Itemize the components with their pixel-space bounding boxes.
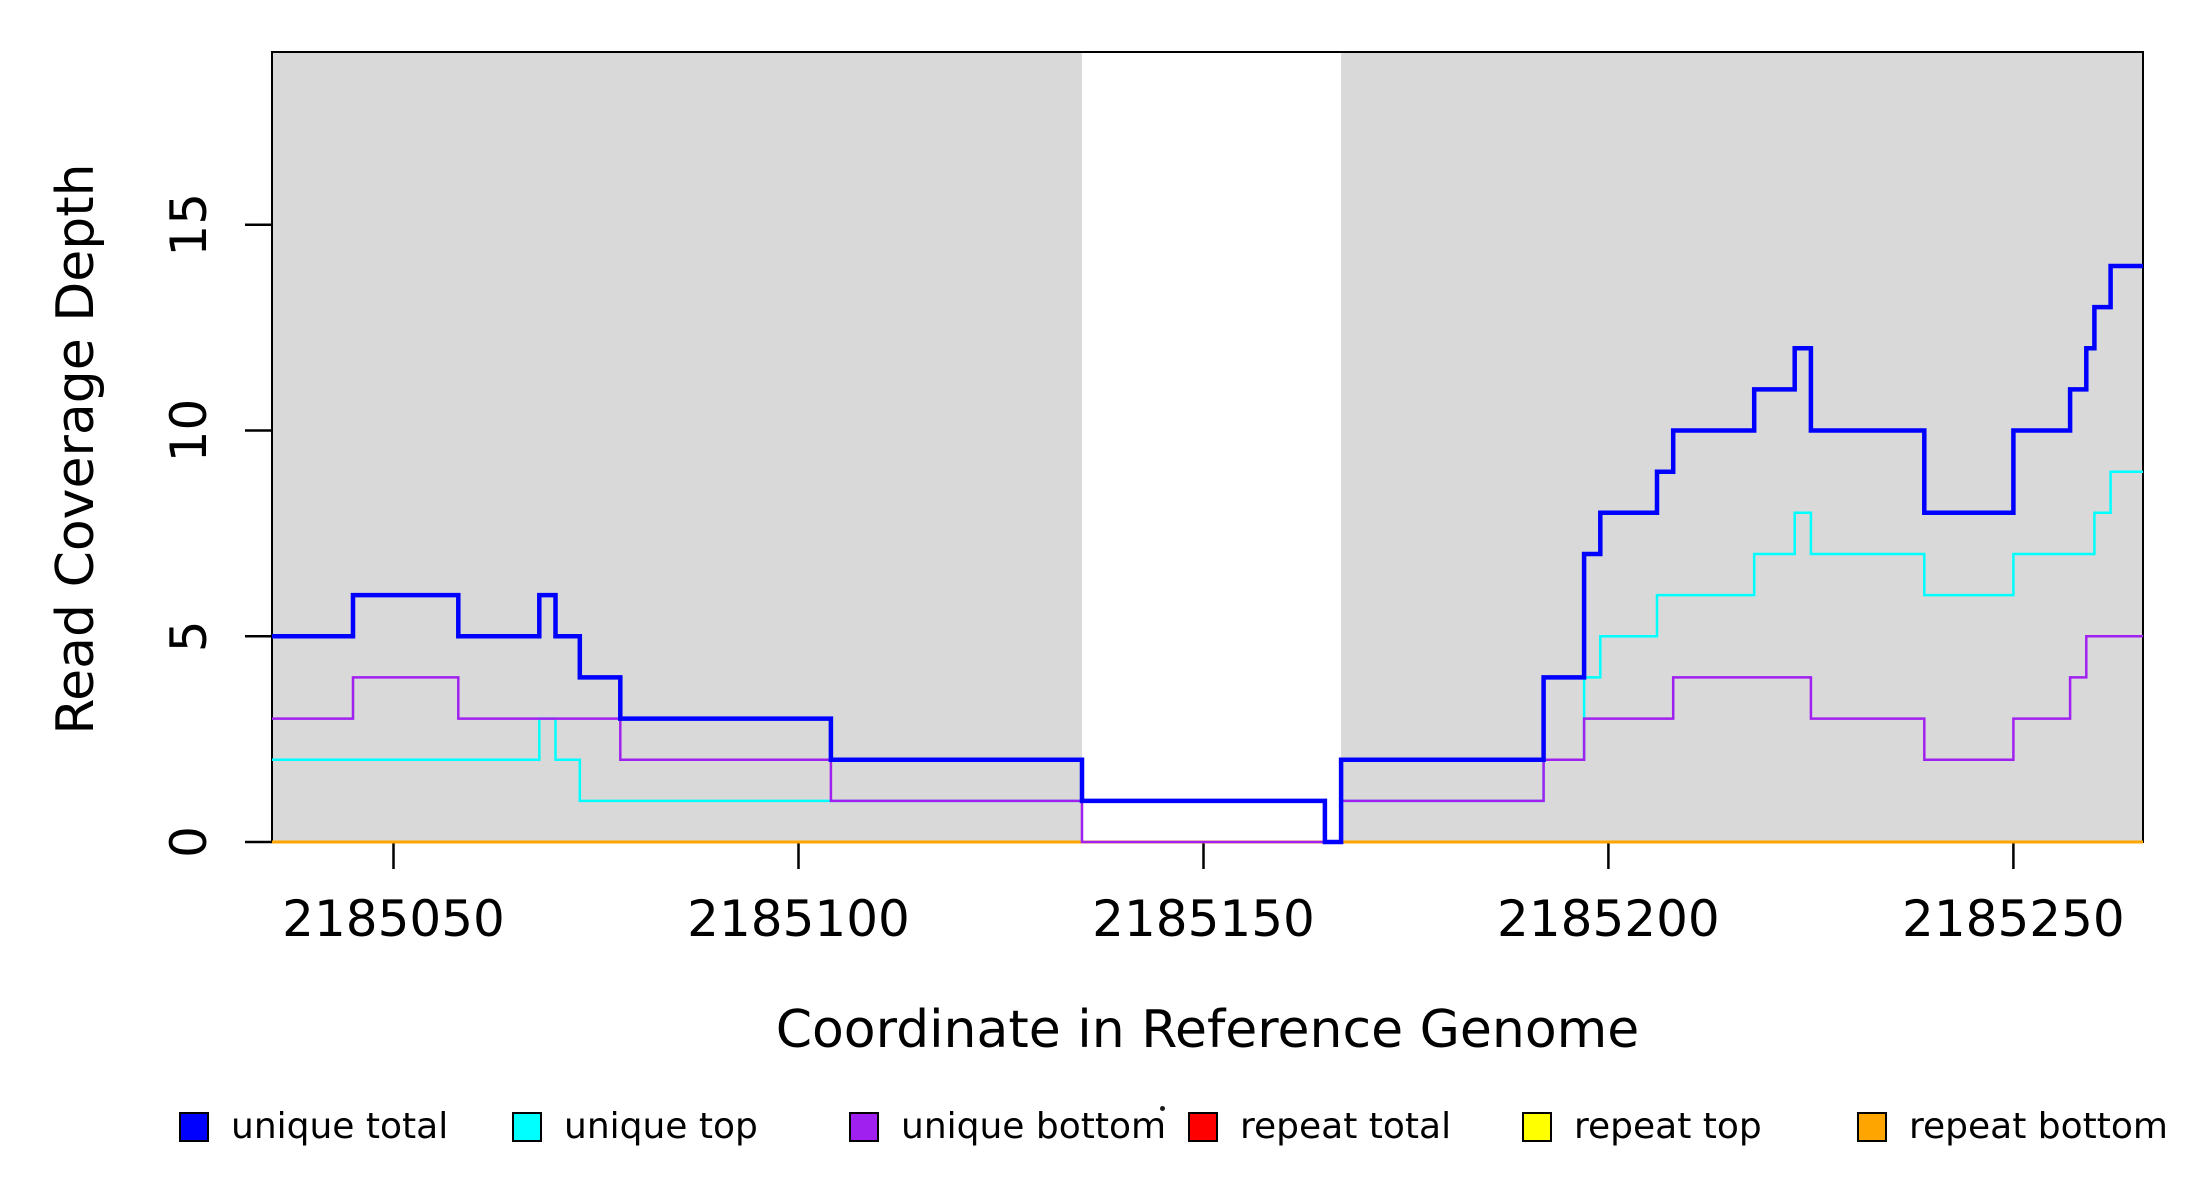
x-axis-tick-label-3: 2185200 [1497,890,1720,948]
shaded-region-right [1341,52,2143,842]
series-line-unique-total [272,263,2143,845]
x-axis-tick-label-4: 2185250 [1902,890,2125,948]
series-line-unique-bottom [272,635,2143,844]
x-axis-tick-label-0: 2185050 [282,890,505,948]
x-axis-title: Coordinate in Reference Genome [775,1000,1640,1060]
y-axis-tick-label-3: 15 [160,193,218,257]
series-line-unique-top [272,470,2143,844]
y-axis-tick-label-1: 5 [160,620,218,652]
shaded-region-left [272,52,1082,842]
x-axis-tick-label-2: 2185150 [1092,890,1315,948]
y-axis-tick-label-0: 0 [160,826,218,858]
y-axis-title: Read Coverage Depth [46,163,106,735]
x-axis-tick-label-1: 2185100 [687,890,910,948]
y-axis-tick-label-2: 10 [160,399,218,463]
stray-dot-mark [1160,1106,1165,1111]
